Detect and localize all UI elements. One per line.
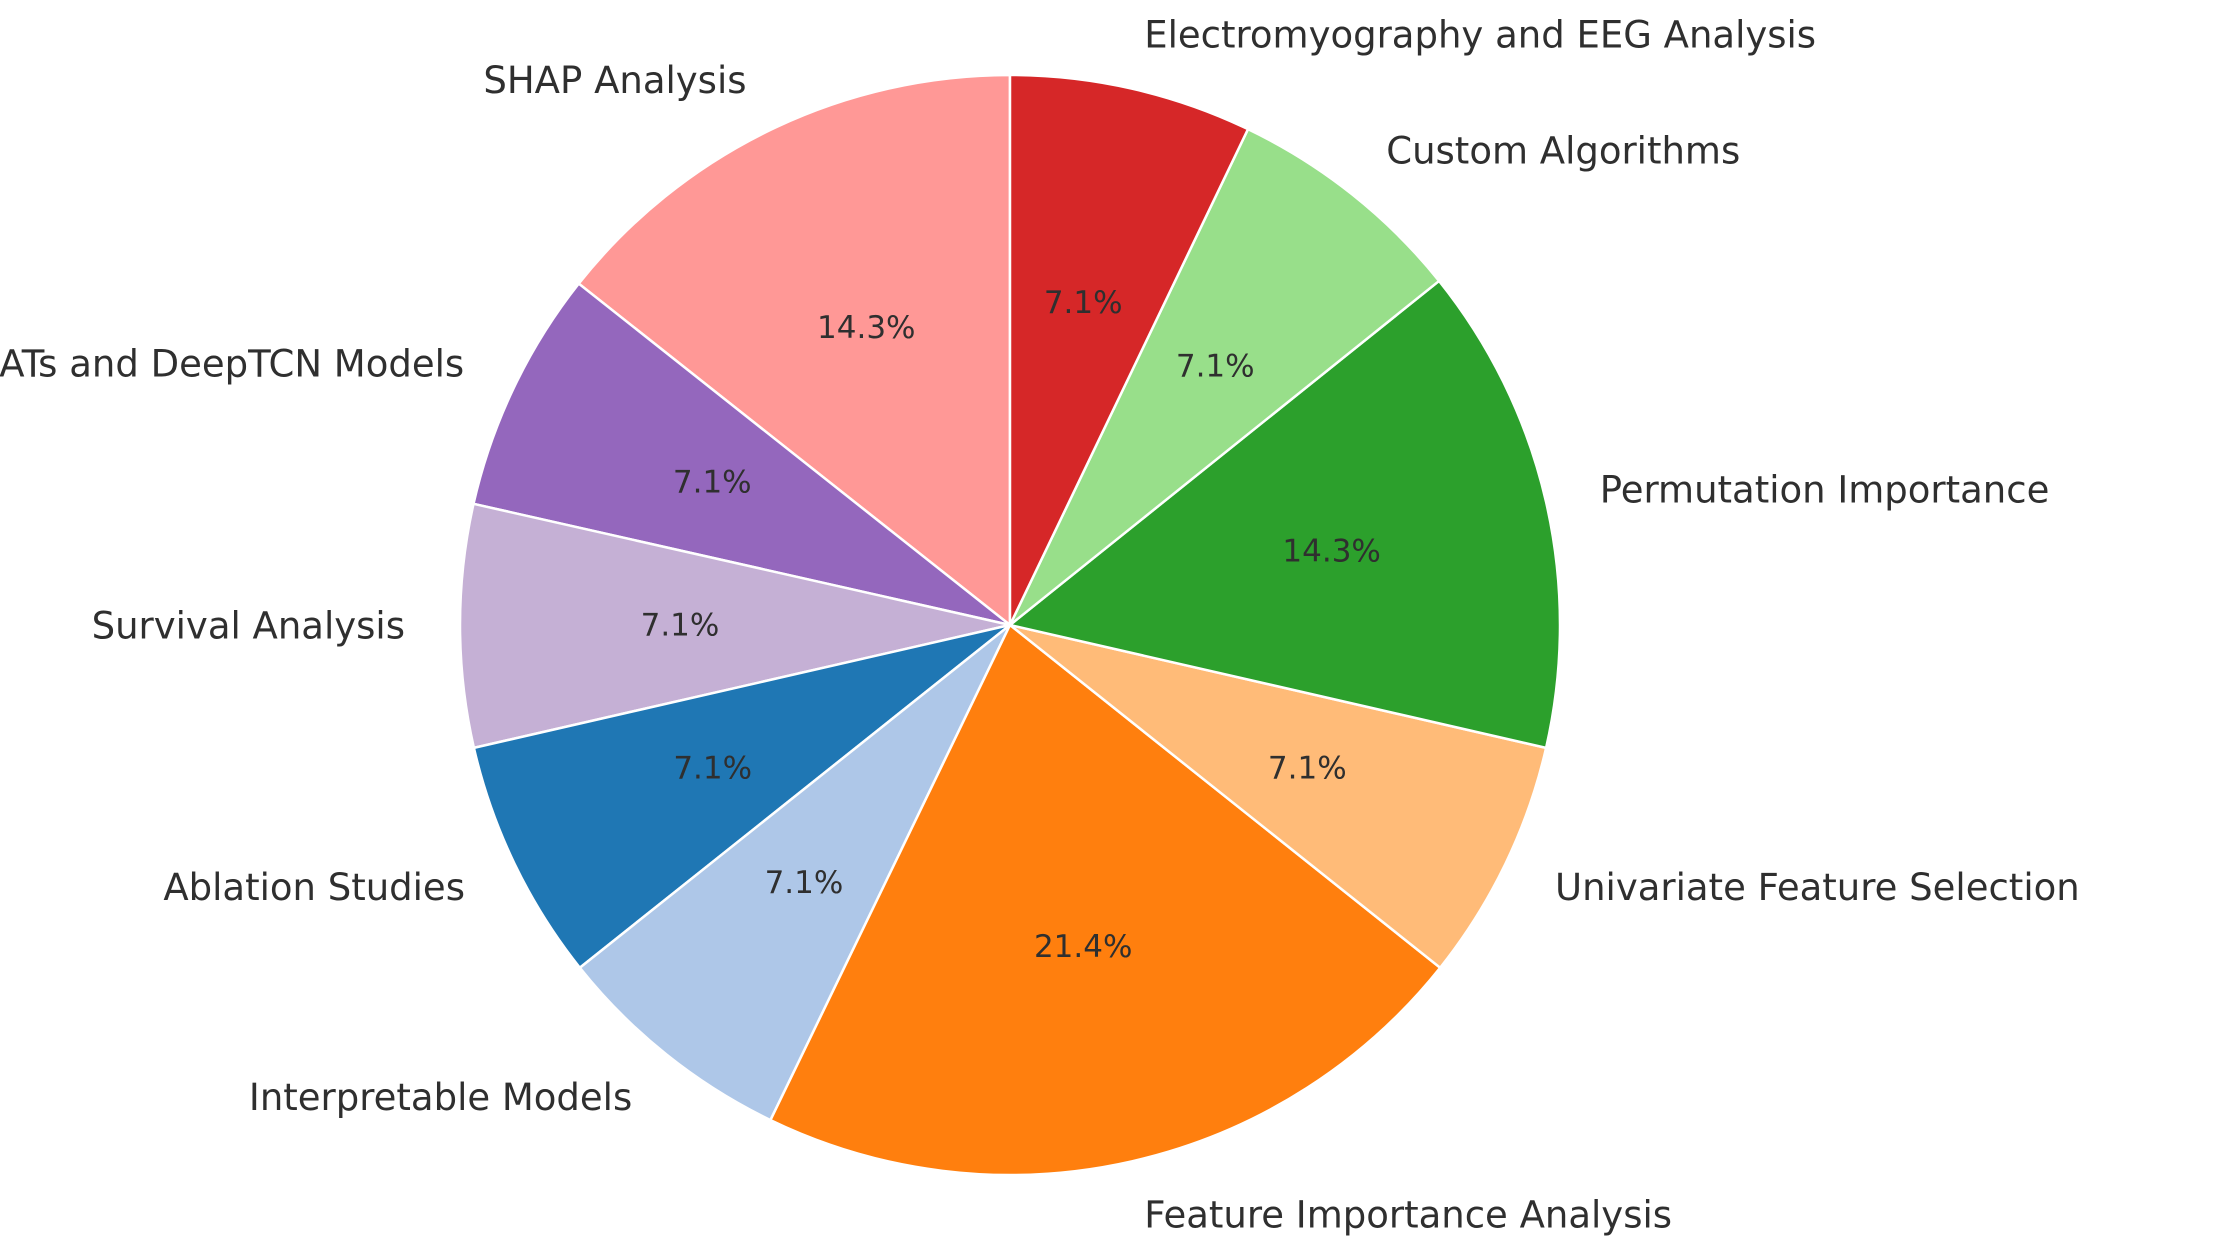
- pie-pct-label-interpretable-models: 7.1%: [765, 865, 844, 901]
- pie-category-label-interpretable-models: Interpretable Models: [249, 1076, 632, 1119]
- pie-category-label-permutation-importance: Permutation Importance: [1600, 468, 2050, 511]
- pie-slice-interpretable-models: [578, 624, 1012, 1122]
- pie-category-label-shap-analysis: SHAP Analysis: [483, 59, 746, 102]
- pie-slice-electromyography-and-eeg-analysis: [1008, 73, 1250, 626]
- pie-pct-label-feature-importance-analysis: 21.4%: [1034, 929, 1132, 965]
- pie-pct-label-electromyography-and-eeg-analysis: 7.1%: [1044, 285, 1123, 321]
- pie-slice-univariate-feature-selection: [1009, 623, 1548, 970]
- pie-slice-ablation-studies: [472, 623, 1011, 970]
- pie-pct-label-univariate-feature-selection: 7.1%: [1268, 750, 1347, 786]
- pie-pct-label-ablation-studies: 7.1%: [673, 750, 752, 786]
- pie-pct-label-shap-analysis: 14.3%: [817, 310, 915, 346]
- pie-pct-label-nbeats-and-deeptcn-models: 7.1%: [673, 465, 752, 501]
- pie-category-label-ablation-studies: Ablation Studies: [163, 866, 465, 909]
- pie-pct-label-survival-analysis: 7.1%: [641, 608, 720, 644]
- pie-slice-nbeats-and-deeptcn-models: [472, 281, 1011, 627]
- pie-slice-shap-analysis: [577, 73, 1012, 628]
- pie-slice-custom-algorithms: [1008, 127, 1441, 626]
- pie-category-label-nbeats-and-deeptcn-models: NBEATs and DeepTCN Models: [0, 343, 464, 386]
- pie-category-label-univariate-feature-selection: Univariate Feature Selection: [1555, 866, 2080, 909]
- pie-slice-feature-importance-analysis: [768, 623, 1442, 1177]
- pie-pct-label-permutation-importance: 14.3%: [1282, 533, 1380, 569]
- pie-pct-label-custom-algorithms: 7.1%: [1176, 349, 1255, 385]
- pie-slice-survival-analysis: [458, 502, 1011, 750]
- pie-slice-permutation-importance: [1007, 279, 1562, 750]
- pie-category-label-custom-algorithms: Custom Algorithms: [1386, 130, 1740, 173]
- pie-category-label-electromyography-and-eeg-analysis: Electromyography and EEG Analysis: [1144, 14, 1816, 57]
- pie-category-label-feature-importance-analysis: Feature Importance Analysis: [1144, 1193, 1672, 1236]
- pie-category-label-survival-analysis: Survival Analysis: [92, 604, 405, 647]
